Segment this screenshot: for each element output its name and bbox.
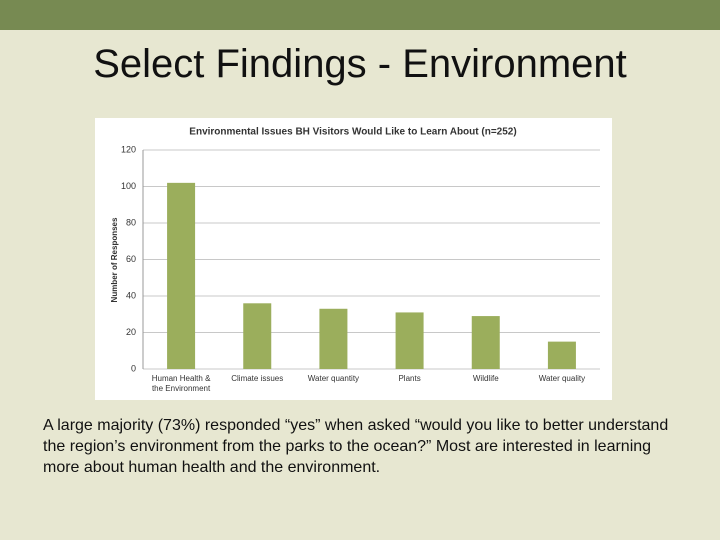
- y-tick-label: 80: [126, 217, 136, 227]
- x-tick-label-box: Human Health & the Environment: [151, 374, 211, 393]
- slide-title: Select Findings - Environment: [93, 42, 627, 86]
- y-tick-label: 100: [121, 181, 136, 191]
- x-tick-label: Plants: [398, 374, 421, 383]
- y-tick-label: 0: [131, 363, 136, 373]
- y-tick-label: 120: [121, 144, 136, 154]
- x-tick-label-box: Water quality: [538, 374, 586, 383]
- x-tick-label-box: Water quantity: [307, 374, 360, 383]
- bar: [395, 312, 424, 369]
- bar: [243, 303, 272, 369]
- y-tick-label: 20: [126, 327, 136, 337]
- body-text: A large majority (73%) responded “yes” w…: [43, 417, 669, 476]
- bar: [547, 341, 576, 369]
- y-axis-title: Number of Responses: [110, 217, 119, 302]
- x-tick-label: Water quality: [538, 374, 586, 383]
- x-tick-label: Climate issues: [231, 374, 284, 383]
- bar: [319, 308, 348, 369]
- chart-title: Environmental Issues BH Visitors Would L…: [189, 127, 516, 138]
- header-band: [0, 0, 720, 30]
- bar: [167, 182, 196, 369]
- x-tick-label-box: Wildlife: [472, 374, 499, 383]
- x-tick-label: Wildlife: [472, 374, 499, 383]
- x-tick-label: Human Health & the Environment: [151, 374, 211, 393]
- x-tick-label: Water quantity: [307, 374, 360, 383]
- y-tick-label: 40: [126, 290, 136, 300]
- y-tick-label: 60: [126, 254, 136, 264]
- x-tick-label-box: Plants: [398, 374, 421, 383]
- bar: [471, 316, 500, 369]
- x-tick-label-box: Climate issues: [231, 374, 284, 383]
